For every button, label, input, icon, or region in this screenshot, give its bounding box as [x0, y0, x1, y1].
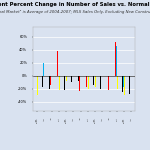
Bar: [64, 40, 65, 76]
Bar: [123, 76, 124, 87]
Bar: [117, 76, 118, 88]
Bar: [108, 76, 109, 90]
Bar: [59, 76, 60, 90]
Bar: [78, 76, 79, 81]
Bar: [71, 76, 72, 82]
Bar: [88, 76, 89, 88]
Bar: [86, 76, 87, 87]
Bar: [35, 76, 36, 94]
Bar: [37, 76, 38, 95]
Text: "Normal Market" is Average of 2004-2007; MLS Sales Only, Excluding New Construct: "Normal Market" is Average of 2004-2007;…: [0, 11, 150, 15]
Bar: [122, 76, 123, 92]
Bar: [93, 76, 94, 85]
Bar: [66, 76, 67, 81]
Bar: [100, 76, 101, 88]
Bar: [115, 42, 116, 76]
Bar: [124, 76, 125, 95]
Bar: [79, 76, 80, 91]
Bar: [129, 76, 130, 94]
Bar: [95, 76, 96, 87]
Text: Longmont Percent Change in Number of Sales vs. Normal Market: Longmont Percent Change in Number of Sal…: [0, 2, 150, 7]
Bar: [50, 76, 51, 85]
Bar: [116, 46, 117, 76]
Bar: [43, 63, 44, 76]
Bar: [42, 76, 43, 87]
Bar: [57, 51, 58, 76]
